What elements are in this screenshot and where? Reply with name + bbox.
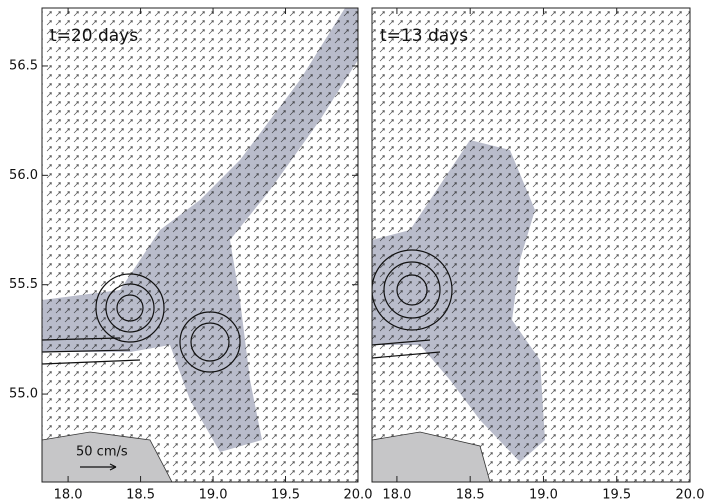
- panel-title: t=20 days: [50, 26, 138, 46]
- x-tick-label: 18.5: [126, 488, 155, 503]
- x-tick-label: 19.0: [199, 488, 228, 503]
- panel-frame: [41, 7, 359, 483]
- x-tick-label: 19.5: [602, 488, 631, 503]
- y-tick-label: 56.0: [9, 168, 38, 183]
- x-tick-label: 20.0: [344, 488, 373, 503]
- panel-1-background: [42, 8, 358, 482]
- x-tick-label: 18.5: [456, 488, 485, 503]
- x-tick-label: 20.0: [676, 488, 705, 503]
- panel-title: t=13 days: [380, 26, 468, 46]
- panel-frame: [371, 7, 691, 483]
- x-tick-label: 18.0: [382, 488, 411, 503]
- panel-2-background: [372, 8, 690, 482]
- y-tick-label: 55.0: [9, 387, 38, 402]
- y-tick-label: 56.5: [9, 58, 38, 73]
- scale-label: 50 cm/s: [76, 445, 128, 460]
- x-tick-label: 18.0: [54, 488, 83, 503]
- x-tick-label: 19.0: [529, 488, 558, 503]
- scale-arrow-head: [109, 463, 117, 471]
- y-tick-label: 55.5: [9, 277, 38, 292]
- x-tick-label: 19.5: [271, 488, 300, 503]
